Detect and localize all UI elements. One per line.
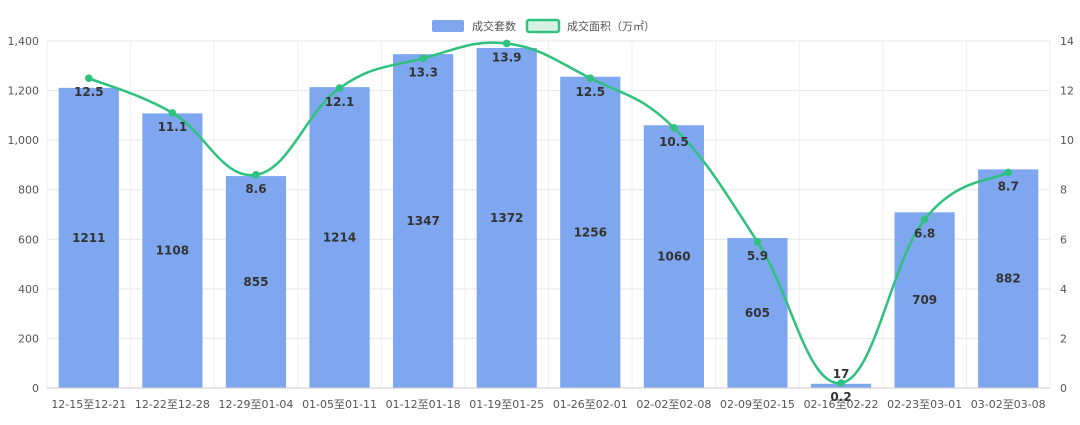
line-value-label: 13.3 bbox=[408, 65, 438, 79]
line-point[interactable] bbox=[335, 84, 344, 92]
line-value-label: 10.5 bbox=[659, 135, 689, 149]
line-point[interactable] bbox=[753, 237, 762, 246]
y-left-tick-label: 1,000 bbox=[8, 134, 40, 147]
y-right-tick-label: 8 bbox=[1060, 184, 1067, 197]
bar[interactable] bbox=[560, 76, 621, 388]
bar-value-label: 1214 bbox=[323, 231, 356, 245]
line-value-label: 11.1 bbox=[158, 120, 188, 134]
line-value-label: 8.7 bbox=[998, 179, 1019, 193]
bar[interactable] bbox=[978, 169, 1039, 388]
bar-value-label: 605 bbox=[745, 306, 770, 320]
bar-value-label: 17 bbox=[833, 367, 850, 381]
bar-value-label: 1347 bbox=[406, 214, 439, 228]
line-point[interactable] bbox=[586, 74, 595, 82]
y-left-tick-label: 1,400 bbox=[8, 35, 40, 48]
bar[interactable] bbox=[58, 87, 119, 388]
line-value-label: 0.2 bbox=[830, 390, 851, 404]
bar-value-label: 1372 bbox=[490, 211, 523, 225]
y-left-tick-label: 800 bbox=[18, 184, 39, 197]
line-point[interactable] bbox=[84, 74, 93, 82]
bar-value-label: 1211 bbox=[72, 231, 105, 245]
line-point[interactable] bbox=[920, 215, 929, 224]
line-value-label: 13.9 bbox=[492, 50, 522, 64]
bar[interactable] bbox=[225, 176, 287, 388]
legend-label: 成交面积（万㎡） bbox=[567, 19, 655, 33]
line-value-label: 5.9 bbox=[747, 249, 768, 263]
bar-value-label: 709 bbox=[912, 293, 937, 307]
axes: 0 0 200 2 400 4 600 6 800 8 1,000 10 1,200 12 1,400 14 1… bbox=[8, 35, 1075, 411]
y-right-tick-label: 12 bbox=[1060, 85, 1074, 98]
bar[interactable] bbox=[309, 87, 370, 388]
bar-value-label: 882 bbox=[996, 272, 1021, 286]
y-right-tick-label: 0 bbox=[1060, 382, 1067, 395]
bar-value-label: 855 bbox=[243, 275, 268, 289]
legend-swatch-bar bbox=[432, 20, 464, 32]
bar[interactable] bbox=[142, 113, 203, 389]
x-tick-label: 12-15至12-21 bbox=[51, 398, 126, 411]
y-right-tick-label: 10 bbox=[1060, 134, 1074, 147]
legend[interactable]: 成交套数 成交面积（万㎡） bbox=[432, 18, 655, 34]
x-tick-label: 01-19至01-25 bbox=[469, 398, 544, 411]
y-right-tick-label: 6 bbox=[1060, 233, 1067, 246]
y-left-tick-label: 400 bbox=[18, 283, 39, 296]
x-tick-label: 02-16至02-22 bbox=[804, 398, 879, 411]
bar[interactable] bbox=[476, 47, 537, 388]
x-tick-label: 02-09至02-15 bbox=[720, 398, 795, 411]
x-tick-label: 01-05至01-11 bbox=[302, 398, 377, 411]
x-tick-label: 02-02至02-08 bbox=[636, 398, 711, 411]
x-tick-label: 12-29至01-04 bbox=[218, 398, 293, 411]
bar[interactable] bbox=[393, 54, 454, 389]
line-point[interactable] bbox=[168, 109, 177, 117]
y-right-tick-label: 2 bbox=[1060, 332, 1067, 345]
x-tick-label: 03-02至03-08 bbox=[971, 398, 1046, 411]
bar-value-label: 1256 bbox=[574, 225, 607, 239]
line-point[interactable] bbox=[670, 123, 678, 132]
x-tick-label: 02-23至03-01 bbox=[887, 398, 962, 411]
bar[interactable] bbox=[643, 125, 704, 389]
legend-swatch-line bbox=[525, 18, 561, 34]
y-right-tick-label: 4 bbox=[1060, 283, 1067, 296]
line-value-label: 12.5 bbox=[74, 85, 104, 99]
y-left-tick-label: 200 bbox=[18, 332, 39, 345]
line-value-label: 12.1 bbox=[325, 95, 355, 109]
y-left-tick-label: 600 bbox=[18, 233, 39, 246]
x-tick-label: 01-26至02-01 bbox=[553, 398, 628, 411]
y-right-tick-label: 14 bbox=[1060, 35, 1074, 48]
line-value-label: 8.6 bbox=[245, 182, 266, 196]
grid bbox=[46, 40, 1051, 389]
line-point[interactable] bbox=[837, 379, 845, 387]
y-left-tick-label: 0 bbox=[32, 382, 39, 395]
bar-value-label: 1060 bbox=[657, 250, 690, 264]
data-labels: 1211 1108 855 1214 1347 1372 1256 1060 605 17 709 8… bbox=[72, 50, 1021, 404]
line-point[interactable] bbox=[419, 54, 427, 63]
line-value-label: 6.8 bbox=[914, 226, 935, 240]
bar-value-label: 1108 bbox=[156, 244, 189, 258]
line-point[interactable] bbox=[502, 39, 511, 48]
line-point[interactable] bbox=[252, 171, 260, 179]
bars bbox=[58, 47, 1039, 389]
line-value-label: 12.5 bbox=[575, 85, 605, 99]
legend-label: 成交套数 bbox=[472, 19, 516, 33]
x-tick-label: 12-22至12-28 bbox=[135, 398, 210, 411]
x-tick-label: 01-12至01-18 bbox=[386, 398, 461, 411]
y-left-tick-label: 1,200 bbox=[8, 85, 40, 98]
bar[interactable] bbox=[727, 238, 788, 388]
line-point[interactable] bbox=[1004, 168, 1013, 177]
bar[interactable] bbox=[894, 212, 955, 388]
area-line bbox=[84, 39, 1013, 387]
